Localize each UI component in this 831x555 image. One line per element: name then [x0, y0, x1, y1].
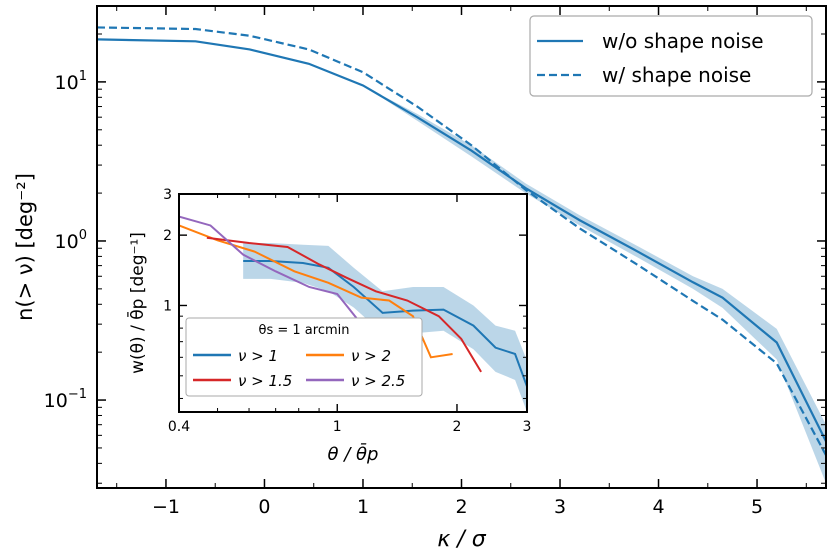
inset-series-line-0 [243, 260, 527, 387]
main-ytick-label: 101 [55, 69, 87, 94]
inset-axes-frame [178, 193, 528, 413]
main-xtick-label: 5 [751, 496, 763, 518]
main-xtick-label: 2 [455, 496, 467, 518]
main-legend: w/o shape noise w/ shape noise [529, 15, 813, 97]
inset-ytick-label: 3 [163, 187, 172, 203]
main-legend-label: w/o shape noise [602, 29, 764, 53]
main-xtick-label: 4 [652, 496, 664, 518]
inset-xtick-label: 3 [523, 419, 532, 435]
inset-legend-label: ν > 2 [351, 347, 391, 365]
main-x-axis-label: κ / σ [437, 527, 486, 552]
main-xtick-label: 3 [554, 496, 566, 518]
main-series-line-0 [97, 38, 826, 442]
main-series-group [97, 26, 826, 484]
main-xtick-label: −1 [152, 496, 180, 518]
inset-y-axis-label: w(θ) / θ̄p [deg⁻¹] [126, 232, 148, 374]
main-ytick-label: 100 [55, 228, 87, 253]
inset-xtick-label: 2 [453, 419, 462, 435]
main-xtick-label: 1 [357, 496, 369, 518]
main-legend-label: w/ shape noise [602, 63, 751, 87]
inset-x-axis-label: θ / θ̄p [328, 443, 379, 465]
main-ytick-label: 10−1 [44, 387, 87, 412]
main-legend-box [529, 15, 813, 97]
main-plot: −1 0 1 2 3 4 5 10−1 100 101 κ / σ n(> ν) [deg⁻²] [13, 5, 827, 552]
inset-legend-label: ν > 1 [238, 347, 278, 365]
inset-ytick-label: 2 [163, 228, 172, 244]
inset-legend-title: θs = 1 arcmin [259, 323, 350, 338]
main-xtick-label: 0 [258, 496, 270, 518]
inset-legend-label: ν > 1.5 [238, 372, 292, 390]
inset-series-line-2 [206, 236, 482, 373]
main-y-axis-label: n(> ν) [deg⁻²] [13, 173, 37, 321]
inset-xtick-label: 0.4 [168, 419, 190, 435]
inset-ytick-label: 1 [163, 298, 172, 314]
inset-legend: θs = 1 arcmin ν > 1 ν > 2 ν > 1.5 ν > 2.5 [185, 317, 423, 397]
inset-xtick-label: 1 [333, 419, 342, 435]
main-series-line-1 [97, 26, 826, 456]
inset-legend-box [185, 317, 423, 397]
inset-legend-label: ν > 2.5 [351, 372, 405, 390]
